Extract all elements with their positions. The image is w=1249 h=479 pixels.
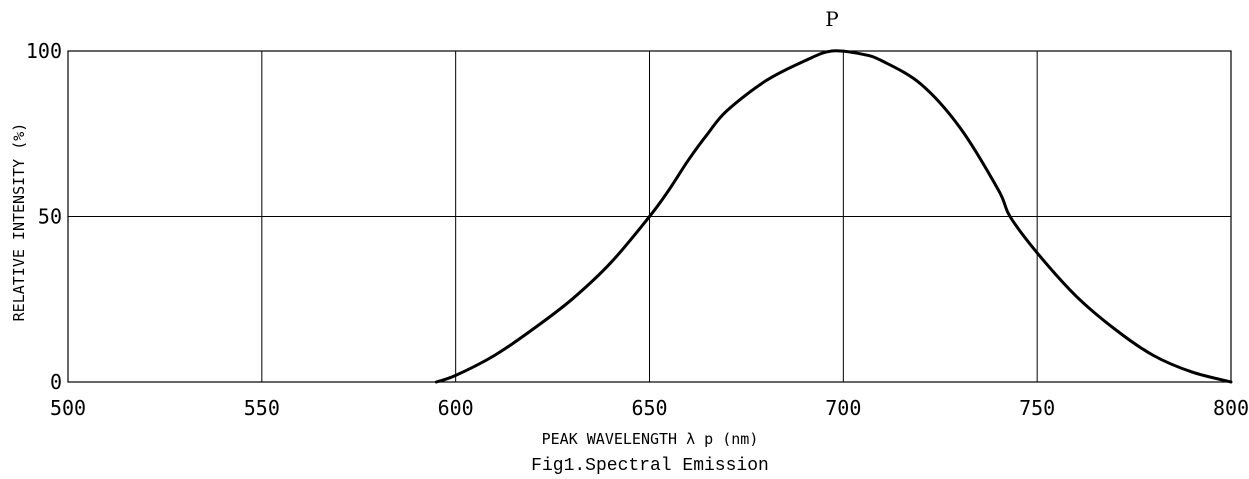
x-tick-label: 750	[1019, 396, 1055, 420]
plot-frame	[67, 50, 1232, 383]
x-tick-label: 650	[631, 396, 667, 420]
y-tick-labels: 0 50 100	[26, 39, 62, 394]
emission-curve	[434, 49, 1233, 384]
x-axis-label: PEAK WAVELENGTH λ p (nm)	[542, 430, 759, 448]
x-tick-label: 600	[438, 396, 474, 420]
peak-label: P	[825, 7, 838, 31]
y-axis-label: RELATIVE INTENSITY (%)	[10, 123, 28, 322]
figure-caption: Fig1.Spectral Emission	[531, 456, 769, 476]
x-tick-label: 800	[1213, 396, 1249, 420]
y-tick-label: 100	[26, 39, 62, 63]
data-series	[434, 49, 1233, 384]
x-tick-label: 500	[50, 396, 86, 420]
x-tick-label: 700	[825, 396, 861, 420]
x-tick-label: 550	[244, 396, 280, 420]
x-tick-labels: 500 550 600 650 700 750 800	[50, 396, 1249, 420]
y-tick-label: 0	[50, 370, 62, 394]
y-tick-label: 50	[38, 205, 62, 229]
